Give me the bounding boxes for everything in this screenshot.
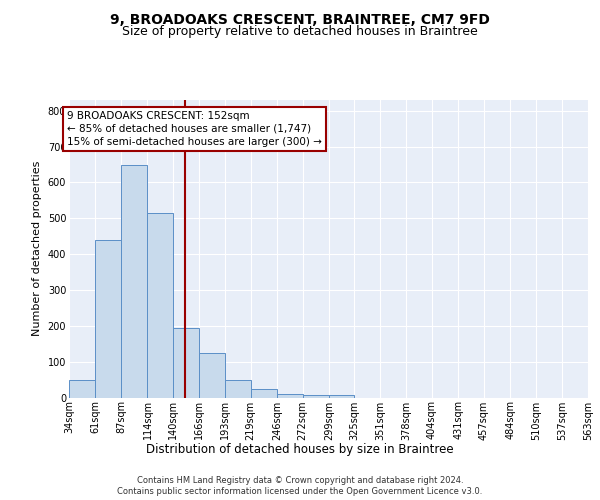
Bar xyxy=(121,164,148,398)
Text: Size of property relative to detached houses in Braintree: Size of property relative to detached ho… xyxy=(122,25,478,38)
Text: Contains HM Land Registry data © Crown copyright and database right 2024.: Contains HM Land Registry data © Crown c… xyxy=(137,476,463,485)
Text: 9, BROADOAKS CRESCENT, BRAINTREE, CM7 9FD: 9, BROADOAKS CRESCENT, BRAINTREE, CM7 9F… xyxy=(110,12,490,26)
Bar xyxy=(173,328,199,398)
Bar xyxy=(251,388,277,398)
Bar xyxy=(199,352,225,398)
Bar xyxy=(302,394,329,398)
Text: Distribution of detached houses by size in Braintree: Distribution of detached houses by size … xyxy=(146,442,454,456)
Bar xyxy=(225,380,251,398)
Bar xyxy=(95,240,121,398)
Bar xyxy=(329,394,355,398)
Text: Contains public sector information licensed under the Open Government Licence v3: Contains public sector information licen… xyxy=(118,488,482,496)
Text: 9 BROADOAKS CRESCENT: 152sqm
← 85% of detached houses are smaller (1,747)
15% of: 9 BROADOAKS CRESCENT: 152sqm ← 85% of de… xyxy=(67,111,322,147)
Bar xyxy=(69,380,95,398)
Bar xyxy=(277,394,302,398)
Bar xyxy=(148,213,173,398)
Y-axis label: Number of detached properties: Number of detached properties xyxy=(32,161,42,336)
